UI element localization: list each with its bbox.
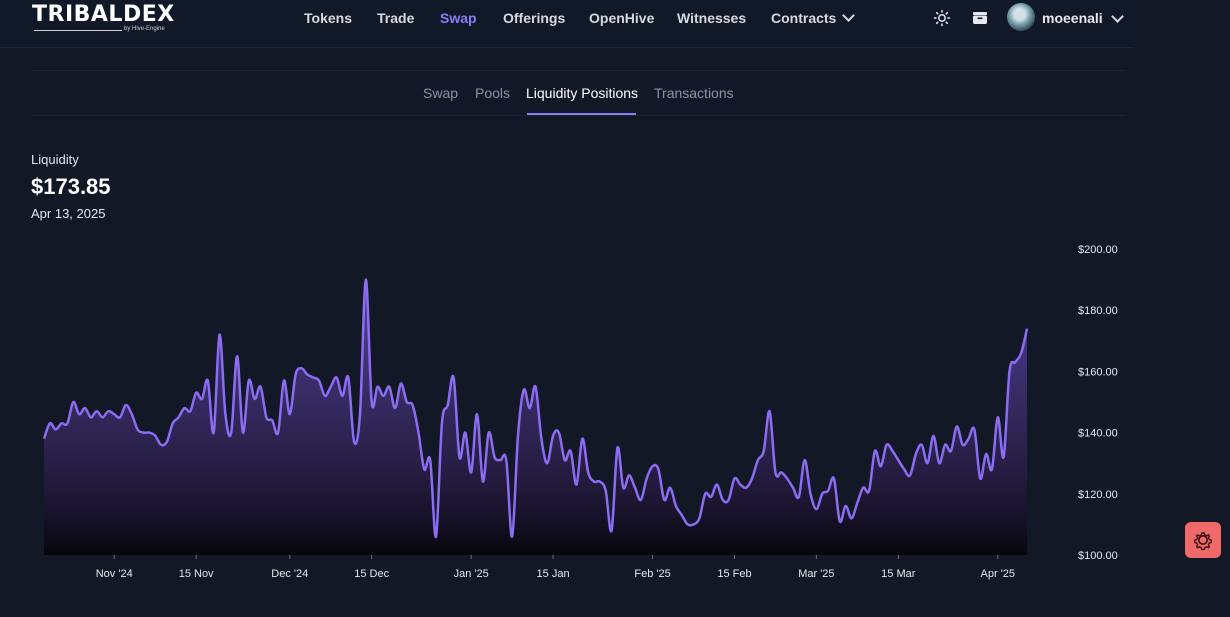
liquidity-chart[interactable]: Nov '24 15 Nov Dec '24 15 Dec Jan '25 15 Jan F… xyxy=(0,230,1180,590)
tab-swap[interactable]: Swap xyxy=(423,85,459,101)
x-tick-label: Nov '24 xyxy=(96,568,133,580)
nav-tokens[interactable]: Tokens xyxy=(304,10,352,26)
liquidity-date: Apr 13, 2025 xyxy=(31,206,106,221)
nav-witnesses[interactable]: Witnesses xyxy=(677,10,747,26)
y-tick-label: $180.00 xyxy=(1078,305,1118,317)
x-tick-label: Jan '25 xyxy=(454,568,489,580)
logo-text: TRIBALDEX xyxy=(32,2,175,27)
tab-liquidity-positions[interactable]: Liquidity Positions xyxy=(526,85,639,101)
y-tick-label: $120.00 xyxy=(1078,489,1118,501)
nav-contracts-label: Contracts xyxy=(771,10,837,26)
nav-swap[interactable]: Swap xyxy=(440,10,477,26)
x-tick-label: Dec '24 xyxy=(271,568,308,580)
avatar[interactable] xyxy=(1007,3,1035,31)
chart-area-fill xyxy=(44,279,1027,555)
gear-icon xyxy=(1194,532,1212,551)
x-tick-label: Apr '25 xyxy=(981,568,1016,580)
x-tick-label: Feb '25 xyxy=(634,568,670,580)
y-tick-label: $140.00 xyxy=(1078,428,1118,440)
swap-tabs: Swap Pools Liquidity Positions Transacti… xyxy=(31,70,1125,116)
x-tick-label: 15 Jan xyxy=(537,568,570,580)
user-menu-chevron-icon[interactable] xyxy=(1111,10,1124,23)
username[interactable]: moeenali xyxy=(1042,10,1103,26)
x-tick-label: Mar '25 xyxy=(798,568,834,580)
active-tab-underline xyxy=(527,113,636,115)
logo-underline xyxy=(34,30,122,31)
settings-button[interactable] xyxy=(1185,522,1221,558)
tab-transactions[interactable]: Transactions xyxy=(654,85,734,101)
x-tick-label: 15 Mar xyxy=(881,568,916,580)
nav-trade[interactable]: Trade xyxy=(377,10,415,26)
y-tick-label: $100.00 xyxy=(1078,550,1118,562)
liquidity-value: $173.85 xyxy=(31,174,111,199)
x-tick-label: 15 Nov xyxy=(179,568,214,580)
x-tick-label: 15 Dec xyxy=(354,568,389,580)
liquidity-label: Liquidity xyxy=(31,152,79,167)
y-tick-label: $200.00 xyxy=(1078,244,1118,256)
tab-pools[interactable]: Pools xyxy=(475,85,511,101)
wallet-icon[interactable] xyxy=(971,9,989,27)
chevron-down-icon xyxy=(842,9,856,22)
nav-openhive[interactable]: OpenHive xyxy=(589,10,655,26)
theme-toggle-icon[interactable] xyxy=(933,9,951,27)
nav-offerings[interactable]: Offerings xyxy=(503,10,566,26)
top-navbar: TRIBALDEX by Hive-Engine Tokens Trade Sw… xyxy=(0,0,1133,48)
tribaldex-logo[interactable]: TRIBALDEX by Hive-Engine xyxy=(32,2,182,32)
chart-series-line xyxy=(42,278,1029,538)
nav-contracts[interactable]: Contracts xyxy=(771,9,856,26)
logo-subtext: by Hive-Engine xyxy=(124,26,165,32)
y-tick-label: $160.00 xyxy=(1078,366,1118,378)
x-tick-label: 15 Feb xyxy=(717,568,751,580)
